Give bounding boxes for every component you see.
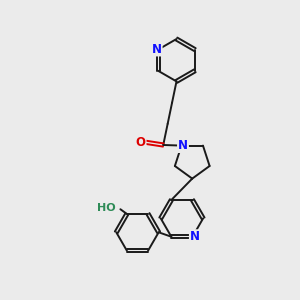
Text: N: N [190,230,200,243]
Text: N: N [152,43,162,56]
Text: N: N [178,139,188,152]
Text: HO: HO [97,203,116,213]
Text: O: O [136,136,146,148]
